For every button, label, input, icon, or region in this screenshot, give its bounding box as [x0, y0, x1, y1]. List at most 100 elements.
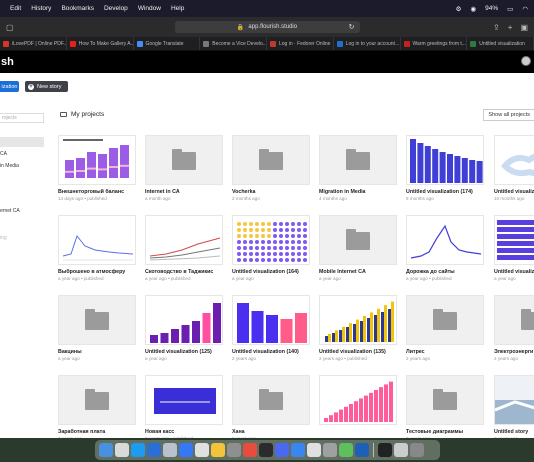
browser-tab[interactable]: Untitled visualization: [467, 37, 534, 50]
new-visualization-button[interactable]: ization: [0, 81, 19, 92]
browser-tab[interactable]: How To Make Gallery A...: [67, 37, 134, 50]
project-card[interactable]: Тестовые диаграммы2 years ago: [406, 375, 484, 438]
menu-edit[interactable]: Edit: [10, 5, 22, 12]
dock-app-icon[interactable]: [378, 443, 392, 457]
new-tab-icon[interactable]: +: [507, 22, 513, 32]
project-card[interactable]: Заработная плата2 years ago: [58, 375, 136, 438]
project-thumbnail[interactable]: [319, 135, 397, 185]
project-thumbnail[interactable]: [406, 295, 484, 345]
browser-tab[interactable]: iLovePDF | Online PDF...: [0, 37, 67, 50]
project-card[interactable]: Untitled visualization (174) 5 months ago: [406, 135, 484, 201]
project-card[interactable]: Untitled visualization (125) a year ago: [145, 295, 223, 361]
project-thumbnail[interactable]: [145, 375, 223, 425]
project-card[interactable]: Vocherka 2 months ago: [232, 135, 310, 201]
project-card[interactable]: Untitled visualiz 10 months ago: [494, 135, 534, 201]
project-card[interactable]: Вакцины a year ago: [58, 295, 136, 361]
control-center-icon[interactable]: ⚙: [455, 5, 462, 13]
dock-app-icon[interactable]: [355, 443, 369, 457]
project-card[interactable]: Untitled visualization (164) a year ago: [232, 215, 310, 281]
search-input[interactable]: rojects: [0, 113, 44, 123]
project-title[interactable]: Untitled visualiz: [494, 269, 534, 275]
avatar[interactable]: [521, 56, 531, 66]
project-title[interactable]: Untitled visualization (164): [232, 269, 299, 275]
project-card[interactable]: Internet in CA a month ago: [145, 135, 223, 201]
project-title[interactable]: Migration in Media: [319, 189, 366, 195]
project-card[interactable]: [319, 375, 397, 430]
project-title[interactable]: Скотоводство в Таджикис: [145, 269, 214, 275]
wifi-icon[interactable]: ◠: [522, 5, 528, 13]
address-bar[interactable]: 🔒 app.flourish.studio ↻: [174, 21, 360, 33]
project-thumbnail[interactable]: [319, 295, 397, 345]
project-thumbnail[interactable]: [406, 375, 484, 425]
project-thumbnail[interactable]: [232, 215, 310, 265]
project-thumbnail[interactable]: [58, 295, 136, 345]
tab-overview-icon[interactable]: ▣: [520, 22, 528, 32]
browser-tab[interactable]: Warm greetings from t...: [401, 37, 468, 50]
menu-window[interactable]: Window: [137, 5, 161, 12]
project-thumbnail[interactable]: [494, 375, 534, 425]
dock-app-icon[interactable]: [211, 443, 225, 457]
project-title[interactable]: Электроэнерги: [494, 349, 534, 355]
dock-app-icon[interactable]: [147, 443, 161, 457]
new-story-button[interactable]: + New story: [25, 81, 68, 92]
project-title[interactable]: Заработная плата: [58, 429, 106, 435]
project-thumbnail[interactable]: [145, 135, 223, 185]
browser-tab[interactable]: Log in to your account...: [334, 37, 401, 50]
browser-tab[interactable]: Google Translate: [134, 37, 201, 50]
project-card[interactable]: Untitled visualization (135) 2 years ago …: [319, 295, 397, 361]
project-thumbnail[interactable]: [145, 215, 223, 265]
project-title[interactable]: Тестовые диаграммы: [406, 429, 464, 435]
dock-app-icon[interactable]: [323, 443, 337, 457]
project-thumbnail[interactable]: [494, 295, 534, 345]
dock-app-icon[interactable]: [307, 443, 321, 457]
project-thumbnail[interactable]: [494, 215, 534, 265]
dock-app-icon[interactable]: [410, 443, 424, 457]
dock-app-icon[interactable]: [339, 443, 353, 457]
project-title[interactable]: Вакцины: [58, 349, 82, 355]
dock-app-icon[interactable]: [115, 443, 129, 457]
menu-help[interactable]: Help: [170, 5, 185, 12]
project-thumbnail[interactable]: [494, 135, 534, 185]
project-title[interactable]: Mobile Internet CA: [319, 269, 366, 275]
project-title[interactable]: Untitled story: [494, 429, 529, 435]
dock-app-icon[interactable]: [99, 443, 113, 457]
dock-app-icon[interactable]: [291, 443, 305, 457]
project-card[interactable]: Выброшено в атмосферу a year ago • publis…: [58, 215, 136, 281]
project-thumbnail[interactable]: [319, 375, 397, 425]
share-icon[interactable]: ⇪: [493, 22, 500, 32]
project-card[interactable]: Электроэнерги 2 years ago: [494, 295, 534, 361]
show-all-projects-button[interactable]: Show all projects: [483, 109, 534, 121]
project-thumbnail[interactable]: [145, 295, 223, 345]
project-thumbnail[interactable]: [58, 375, 136, 425]
project-title[interactable]: Untitled visualization (174): [406, 189, 473, 195]
sidebar-item-selected[interactable]: [0, 137, 44, 147]
dock-app-icon[interactable]: [259, 443, 273, 457]
sidebar-toggle-icon[interactable]: ▢: [6, 22, 14, 32]
browser-tab[interactable]: Become a Vice Develo...: [200, 37, 267, 50]
project-card[interactable]: Внешнеторговый баланс 14 days ago • publi…: [58, 135, 136, 201]
project-title[interactable]: Дорожка до сайты: [406, 269, 455, 275]
user-icon[interactable]: ◉: [470, 5, 477, 13]
sidebar-item-media[interactable]: in Media: [0, 163, 19, 169]
project-title[interactable]: Хана: [232, 429, 245, 435]
project-card[interactable]: Untitled visualiz a year ago: [494, 215, 534, 281]
project-card[interactable]: Migration in Media 4 months ago: [319, 135, 397, 201]
project-title[interactable]: Vocherka: [232, 189, 256, 195]
project-card[interactable]: Mobile Internet CA a year ago: [319, 215, 397, 281]
battery-icon[interactable]: ▭: [507, 5, 514, 13]
project-thumbnail[interactable]: [406, 215, 484, 265]
project-title[interactable]: Новая касс: [145, 429, 175, 435]
dock-app-icon[interactable]: [243, 443, 257, 457]
sidebar-item-ca[interactable]: CA: [0, 151, 7, 157]
browser-tab[interactable]: Log in · Fedorer Online: [267, 37, 334, 50]
menu-bookmarks[interactable]: Bookmarks: [61, 5, 94, 12]
sidebar-item-faded[interactable]: ing: [0, 235, 7, 241]
project-title[interactable]: Untitled visualiz: [494, 189, 534, 195]
project-thumbnail[interactable]: [232, 295, 310, 345]
dock-app-icon[interactable]: [131, 443, 145, 457]
project-thumbnail[interactable]: [232, 135, 310, 185]
dock-app-icon[interactable]: [275, 443, 289, 457]
menu-develop[interactable]: Develop: [103, 5, 128, 12]
dock-app-icon[interactable]: [227, 443, 241, 457]
sidebar-item-internet-ca[interactable]: ernet CA: [0, 208, 20, 214]
